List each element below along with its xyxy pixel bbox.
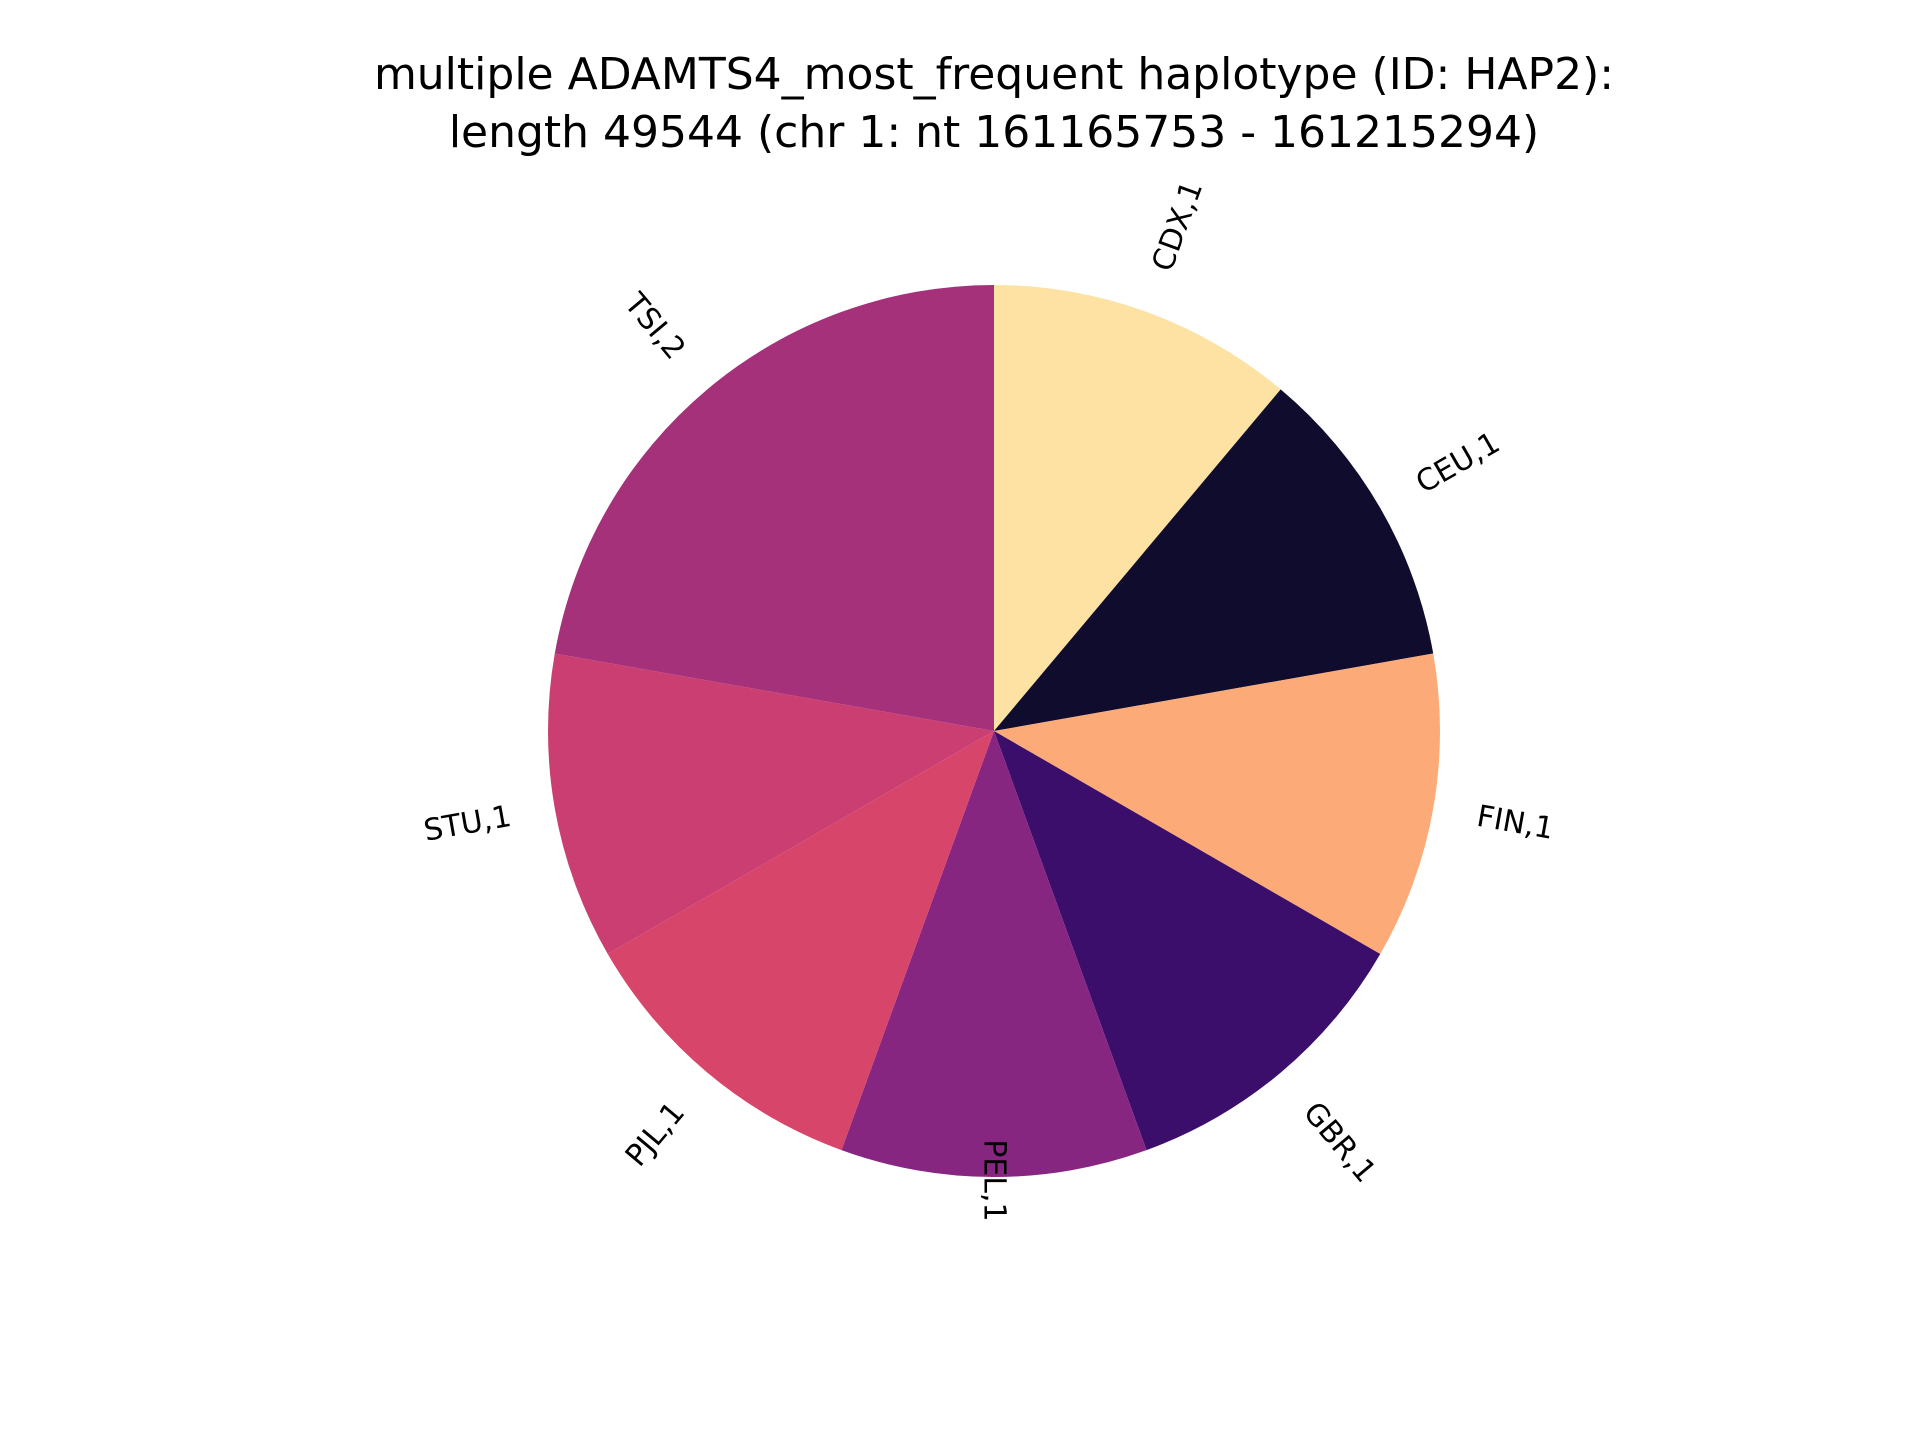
slice-label-tsi: TSI,2 [616, 286, 692, 367]
pie-slice-tsi [554, 285, 994, 731]
pie-slice-fin [994, 653, 1440, 954]
slice-label-pel: PEL,1 [977, 1139, 1012, 1221]
slice-label-fin: FIN,1 [1474, 799, 1556, 847]
slice-label-stu: STU,1 [421, 799, 514, 849]
slice-label-cdx: CDX,1 [1145, 176, 1210, 276]
slice-label-ceu: CEU,1 [1410, 425, 1506, 501]
pie-slice-cdx [994, 285, 1281, 731]
chart-title-line-2: length 49544 (chr 1: nt 161165753 - 1612… [449, 107, 1539, 158]
pie-slices [548, 285, 1440, 1177]
pie-slice-pjl [607, 731, 994, 1151]
slice-label-pjl: PJL,1 [619, 1096, 692, 1174]
chart-title-line-1: multiple ADAMTS4_most_frequent haplotype… [374, 49, 1614, 100]
slice-label-gbr: GBR,1 [1296, 1096, 1383, 1190]
pie-slice-pel [841, 731, 1147, 1177]
pie-slice-stu [548, 653, 994, 954]
pie-slice-ceu [994, 389, 1434, 731]
pie-slice-gbr [994, 731, 1381, 1151]
